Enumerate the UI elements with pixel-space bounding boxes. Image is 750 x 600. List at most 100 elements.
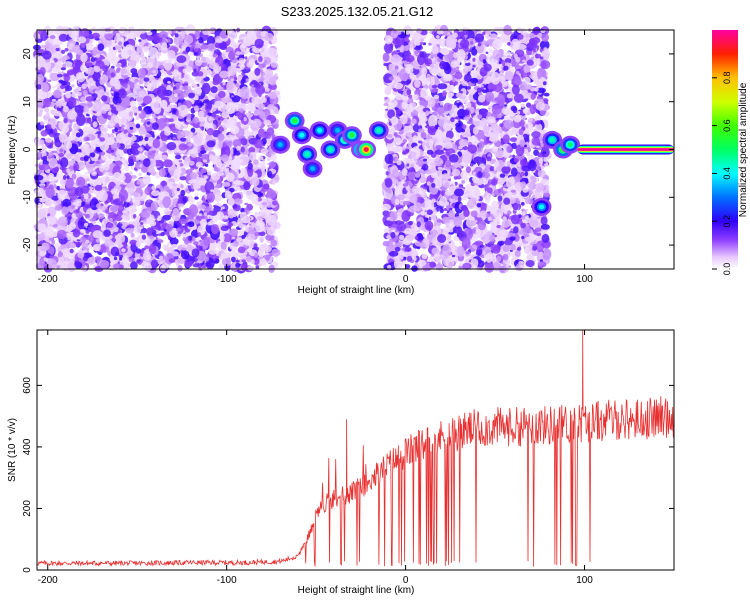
noise-speckle — [94, 90, 99, 94]
noise-speckle — [73, 162, 80, 172]
noise-speckle — [267, 170, 273, 178]
noise-speckle — [151, 185, 156, 190]
noise-speckle — [92, 230, 103, 239]
noise-speckle — [231, 95, 235, 98]
noise-speckle — [222, 181, 231, 187]
noise-speckle — [105, 222, 114, 228]
noise-speckle — [161, 42, 168, 51]
noise-speckle — [140, 57, 147, 65]
noise-speckle — [115, 133, 126, 144]
noise-speckle — [167, 49, 176, 60]
noise-speckle — [258, 103, 265, 110]
noise-speckle — [220, 225, 229, 231]
noise-speckle — [110, 205, 119, 213]
noise-speckle — [74, 260, 80, 268]
noise-speckle — [48, 152, 53, 156]
noise-speckle — [193, 181, 201, 191]
noise-speckle — [160, 232, 165, 237]
noise-speckle — [58, 153, 65, 157]
noise-speckle — [100, 260, 109, 270]
noise-speckle — [212, 79, 220, 86]
noise-speckle — [251, 176, 260, 187]
noise-speckle — [50, 109, 56, 115]
noise-speckle — [94, 73, 98, 79]
noise-speckle — [227, 208, 235, 219]
noise-speckle — [42, 50, 52, 60]
noise-speckle — [260, 31, 266, 37]
noise-speckle — [71, 92, 78, 98]
noise-speckle — [40, 130, 48, 137]
noise-speckle — [62, 124, 69, 134]
noise-speckle — [138, 262, 142, 265]
noise-speckle — [118, 114, 124, 118]
noise-speckle — [53, 89, 62, 99]
noise-speckle — [260, 148, 269, 154]
noise-speckle — [123, 129, 128, 134]
noise-speckle — [160, 154, 168, 160]
noise-speckle — [130, 232, 135, 238]
noise-speckle — [255, 246, 260, 252]
noise-speckle — [198, 102, 204, 107]
noise-speckle — [66, 253, 71, 258]
noise-speckle — [67, 110, 77, 120]
noise-speckle — [120, 68, 127, 75]
noise-speckle — [94, 141, 102, 148]
noise-speckle — [97, 213, 105, 219]
noise-speckle — [268, 161, 276, 169]
noise-speckle — [76, 239, 81, 242]
noise-speckle — [266, 189, 277, 199]
noise-speckle — [81, 242, 88, 251]
noise-speckle — [44, 107, 50, 113]
noise-speckle — [167, 81, 171, 84]
noise-speckle — [191, 71, 199, 77]
noise-speckle — [121, 241, 127, 246]
noise-speckle — [43, 98, 51, 108]
noise-speckle — [201, 197, 206, 201]
noise-speckle — [117, 84, 121, 87]
noise-speckle — [36, 151, 43, 159]
noise-speckle — [39, 250, 44, 257]
noise-speckle — [173, 35, 183, 46]
noise-speckle — [77, 252, 85, 259]
noise-speckle — [84, 171, 89, 175]
noise-speckle — [222, 142, 227, 148]
noise-speckle — [136, 180, 140, 185]
noise-speckle — [231, 102, 238, 107]
noise-speckle — [227, 222, 233, 228]
noise-speckle — [106, 136, 115, 146]
noise-speckle — [41, 82, 49, 93]
noise-speckle — [143, 263, 152, 272]
noise-speckle — [178, 160, 183, 163]
noise-speckle — [150, 131, 155, 135]
noise-speckle — [147, 63, 152, 67]
noise-speckle — [244, 56, 248, 60]
noise-speckle — [54, 206, 59, 211]
noise-speckle — [178, 104, 189, 118]
noise-speckle — [210, 172, 221, 181]
noise-speckle — [194, 43, 201, 49]
noise-speckle — [162, 196, 171, 208]
noise-speckle — [67, 213, 71, 217]
noise-speckle — [140, 118, 146, 123]
noise-speckle — [146, 31, 153, 36]
noise-speckle — [257, 191, 263, 198]
noise-speckle — [163, 59, 173, 71]
noise-speckle — [185, 46, 191, 53]
noise-speckle — [175, 227, 181, 232]
noise-speckle — [220, 241, 227, 250]
noise-speckle — [120, 168, 124, 171]
noise-speckle — [228, 51, 236, 60]
noise-speckle — [104, 239, 114, 247]
noise-speckle — [169, 186, 174, 190]
noise-speckle — [105, 176, 111, 184]
noise-speckle — [125, 227, 134, 234]
noise-speckle — [219, 70, 229, 79]
noise-speckle — [192, 263, 200, 268]
noise-speckle — [207, 170, 212, 176]
noise-speckle — [264, 95, 269, 99]
noise-speckle — [168, 118, 174, 123]
noise-speckle — [110, 55, 116, 62]
noise-speckle — [47, 145, 53, 149]
noise-speckle — [159, 31, 169, 39]
noise-speckle — [220, 154, 229, 162]
